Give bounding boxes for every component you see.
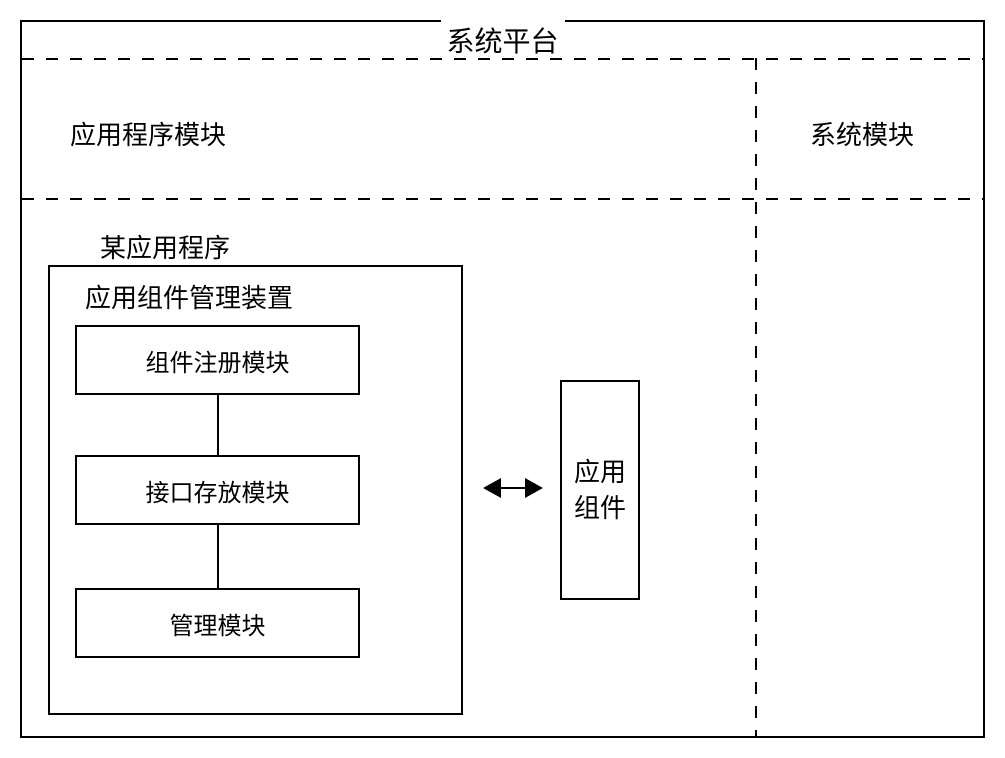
bidir-arrow xyxy=(483,478,543,498)
dash-row-top xyxy=(22,58,983,60)
app-module-label: 应用程序模块 xyxy=(70,115,226,152)
app-component-box: 应用 组件 xyxy=(560,380,640,600)
arrow-left-head xyxy=(483,478,501,498)
module-register: 组件注册模块 xyxy=(75,325,360,395)
arrow-right-head xyxy=(525,478,543,498)
module-manage-label: 管理模块 xyxy=(170,606,266,641)
dash-vertical-divider xyxy=(755,58,757,736)
app-component-label: 应用 组件 xyxy=(574,454,626,527)
module-interface: 接口存放模块 xyxy=(75,455,360,525)
module-register-label: 组件注册模块 xyxy=(146,343,290,378)
diagram-title: 系统平台 xyxy=(440,20,564,60)
connector-2 xyxy=(217,525,219,588)
dash-row-bottom xyxy=(22,198,983,200)
system-diagram: 系统平台 应用程序模块 系统模块 某应用程序 应用组件管理装置 组件注册模块 接… xyxy=(20,20,985,738)
sys-module-label: 系统模块 xyxy=(810,115,914,152)
module-manage: 管理模块 xyxy=(75,588,360,658)
some-app-label: 某应用程序 xyxy=(100,228,230,265)
connector-1 xyxy=(217,395,219,455)
mgmt-device-title: 应用组件管理装置 xyxy=(85,278,293,315)
module-interface-label: 接口存放模块 xyxy=(146,473,290,508)
arrow-shaft xyxy=(501,487,525,489)
